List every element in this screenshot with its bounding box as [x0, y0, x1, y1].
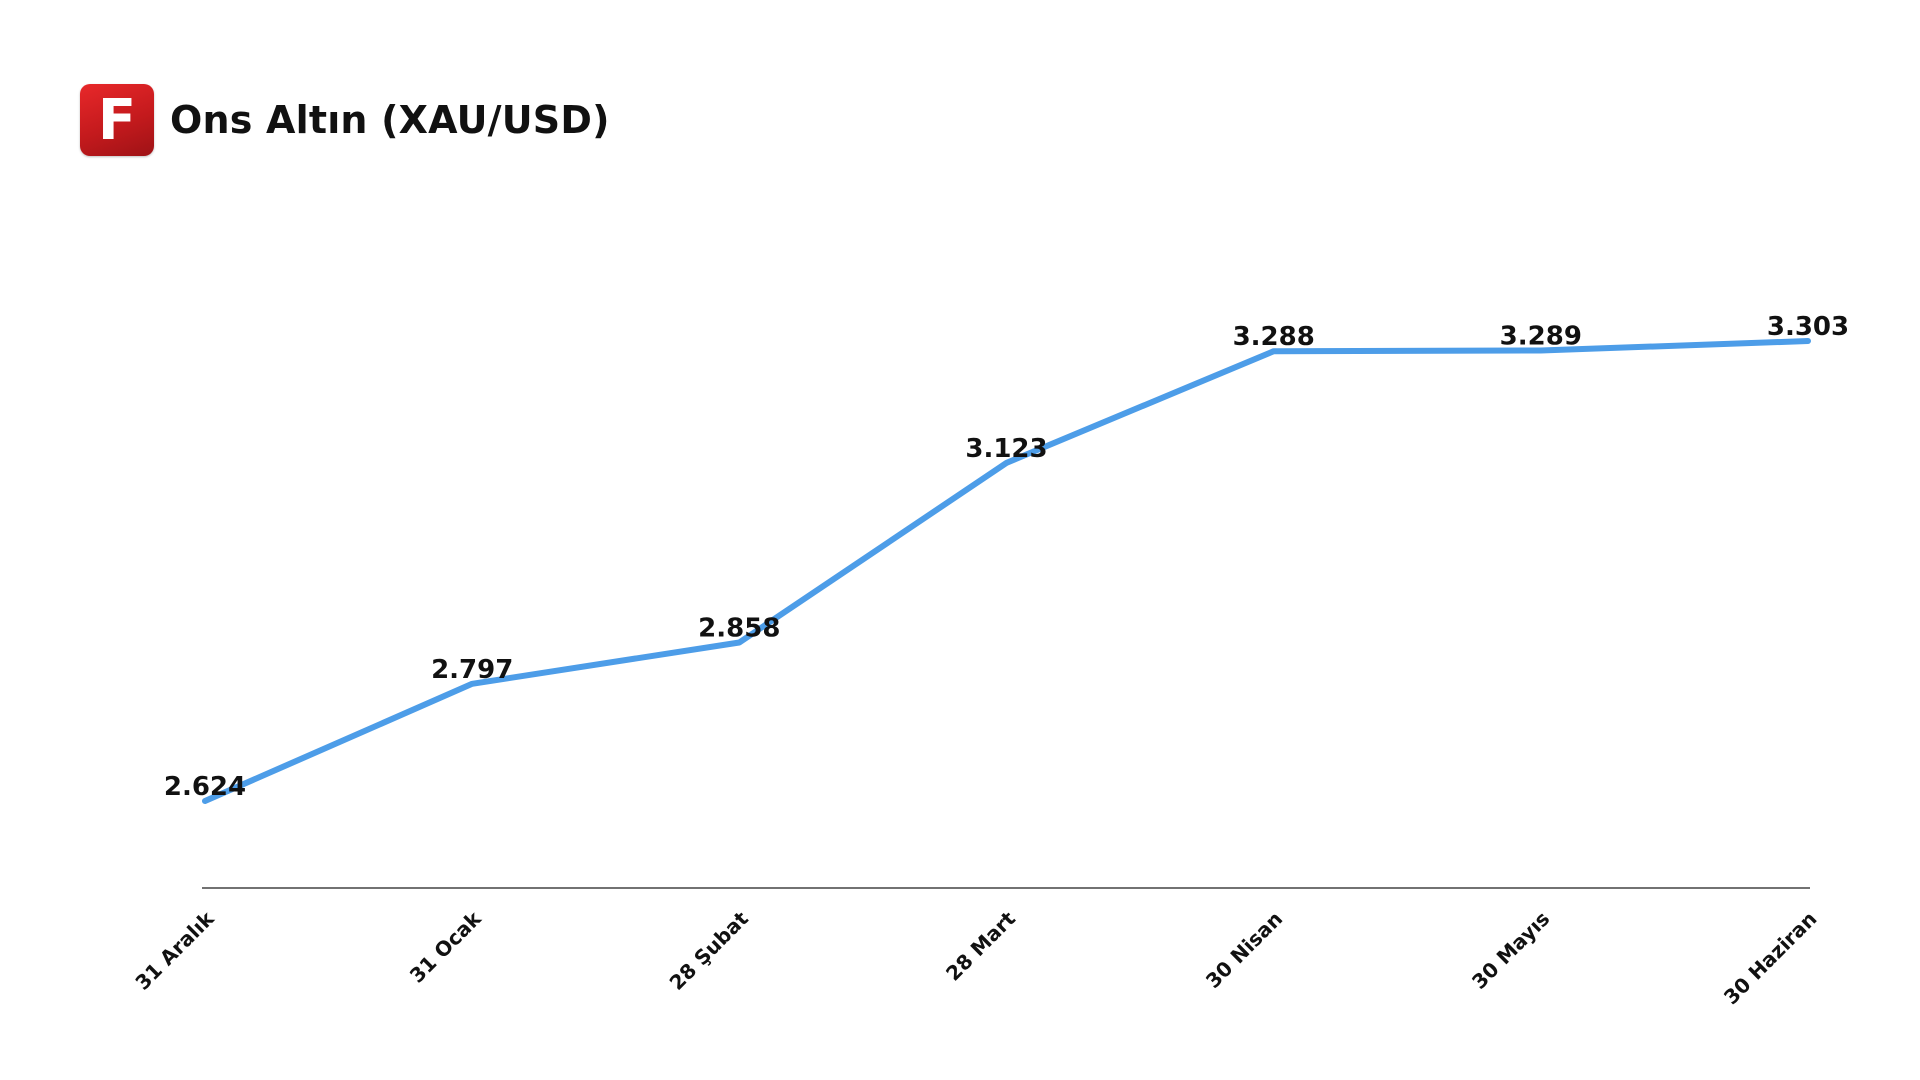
x-tick-label: 28 Şubat	[665, 906, 754, 995]
x-tick-label: 28 Mart	[941, 906, 1020, 985]
x-tick-label: 30 Haziran	[1719, 907, 1822, 1010]
data-label: 3.288	[1233, 322, 1315, 352]
data-label: 3.289	[1500, 322, 1582, 352]
series-line	[202, 338, 1811, 804]
x-tick-label: 31 Aralık	[130, 906, 219, 995]
data-label: 2.858	[698, 614, 780, 644]
data-label: 3.303	[1767, 312, 1849, 342]
brand-logo: F	[80, 84, 154, 156]
logo-letter: F	[97, 88, 137, 153]
x-tick-labels: 31 Aralık 31 Ocak 28 Şubat 28 Mart 30 Nisan 3…	[130, 906, 1821, 1009]
chart-title: Ons Altın (XAU/USD)	[170, 98, 610, 142]
x-tick-label: 31 Ocak	[405, 906, 486, 987]
x-tick-label: 30 Nisan	[1201, 907, 1287, 993]
data-label: 2.624	[164, 772, 246, 802]
data-labels: 2.624 2.797 2.858 3.123 3.288 3.289 3.303	[164, 312, 1849, 802]
chart-header: F Ons Altın (XAU/USD)	[80, 84, 610, 156]
data-label: 2.797	[431, 655, 513, 685]
data-label: 3.123	[965, 434, 1047, 464]
x-tick-label: 30 Mayıs	[1467, 907, 1554, 994]
